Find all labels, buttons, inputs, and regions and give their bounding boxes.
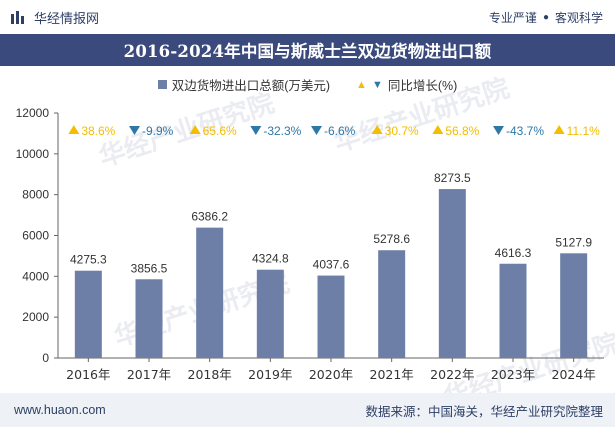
y-tick-label: 10000 <box>16 147 50 161</box>
legend-item-bars[interactable]: 双边货物进出口总额(万美元) <box>157 75 331 94</box>
bar-swatch-icon <box>157 80 167 89</box>
x-tick-label: 2024年 <box>552 367 596 382</box>
bar <box>438 189 466 358</box>
legend-growth-label: 同比增长(%) <box>387 79 458 93</box>
y-tick-label: 12000 <box>16 106 50 120</box>
growth-down-marker <box>493 126 504 135</box>
brand-name: 华经情报网 <box>34 10 100 26</box>
growth-up-marker <box>68 125 80 134</box>
bar <box>499 263 527 358</box>
x-tick-label: 2023年 <box>491 367 535 382</box>
x-tick-label: 2022年 <box>430 367 474 382</box>
legend: 双边货物进出口总额(万美元) ▲ ▼ 同比增长(%) <box>0 75 615 94</box>
x-tick-label: 2019年 <box>248 367 292 382</box>
x-tick-label: 2017年 <box>127 367 171 382</box>
growth-label: 30.7% <box>385 124 419 138</box>
y-tick-label: 8000 <box>22 188 49 202</box>
y-tick-label: 6000 <box>22 229 49 243</box>
top-bar: 华经情报网 专业严谨 ● 客观科学 <box>0 0 615 34</box>
brand[interactable]: 华经情报网 <box>10 8 99 27</box>
growth-label: -6.6% <box>324 124 356 138</box>
bar-value-label: 4275.3 <box>70 253 107 267</box>
growth-up-marker <box>189 125 201 134</box>
bar <box>378 250 406 358</box>
bar <box>256 269 284 358</box>
data-source: 数据来源：中国海关，华经产业研究院整理 <box>365 404 603 419</box>
y-tick-label: 4000 <box>22 269 49 283</box>
bar <box>560 253 588 358</box>
growth-label: -32.3% <box>263 124 301 138</box>
bar-value-label: 3856.5 <box>131 261 168 275</box>
growth-up-marker <box>432 125 444 134</box>
bar-value-label: 5278.6 <box>373 232 410 246</box>
x-tick-label: 2020年 <box>309 367 353 382</box>
bar-value-label: 6386.2 <box>191 210 228 224</box>
growth-label: 65.6% <box>203 124 237 138</box>
y-tick-label: 0 <box>42 351 49 365</box>
growth-down-marker <box>311 126 322 135</box>
growth-label: 38.6% <box>81 124 115 138</box>
bar <box>135 279 163 358</box>
bar-value-label: 8273.5 <box>434 171 471 185</box>
triangle-up-icon: ▲ <box>356 78 367 91</box>
chart-title: 2016-2024年中国与斯威士兰双边货物进出口额 <box>123 42 492 61</box>
footer: www.huaon.com 数据来源：中国海关，华经产业研究院整理 <box>0 393 615 427</box>
bar-value-label: 4324.8 <box>252 252 289 266</box>
slogan: 专业严谨 ● 客观科学 <box>489 9 603 26</box>
growth-up-marker <box>553 125 565 134</box>
x-tick-label: 2021年 <box>370 367 414 382</box>
website-link[interactable]: www.huaon.com <box>14 403 106 417</box>
bar <box>74 270 102 358</box>
bar-value-label: 4037.6 <box>313 258 350 272</box>
separator-dot-icon: ● <box>542 11 549 23</box>
triangle-down-icon: ▼ <box>371 78 383 91</box>
growth-down-marker <box>250 126 262 135</box>
growth-label: 56.8% <box>445 124 479 138</box>
y-tick-label: 2000 <box>22 310 49 324</box>
growth-label: -43.7% <box>506 124 544 138</box>
bar <box>196 227 224 358</box>
slogan-tag-2: 客观科学 <box>554 10 603 25</box>
legend-item-growth[interactable]: ▲ ▼ 同比增长(%) <box>356 75 457 94</box>
bar-value-label: 4616.3 <box>495 246 532 260</box>
growth-label: -9.9% <box>142 124 174 138</box>
bar <box>317 275 345 358</box>
slogan-tag-1: 专业严谨 <box>488 10 537 25</box>
title-bar: 2016-2024年中国与斯威士兰双边货物进出口额 <box>0 34 615 66</box>
bar-value-label: 5127.9 <box>555 235 592 249</box>
x-tick-label: 2018年 <box>188 367 232 382</box>
brand-logo-icon <box>11 11 24 24</box>
growth-up-marker <box>371 125 383 134</box>
growth-label: 11.1% <box>567 124 600 138</box>
legend-bar-label: 双边货物进出口总额(万美元) <box>171 79 331 93</box>
growth-down-marker <box>129 126 140 135</box>
x-tick-label: 2016年 <box>66 367 110 382</box>
